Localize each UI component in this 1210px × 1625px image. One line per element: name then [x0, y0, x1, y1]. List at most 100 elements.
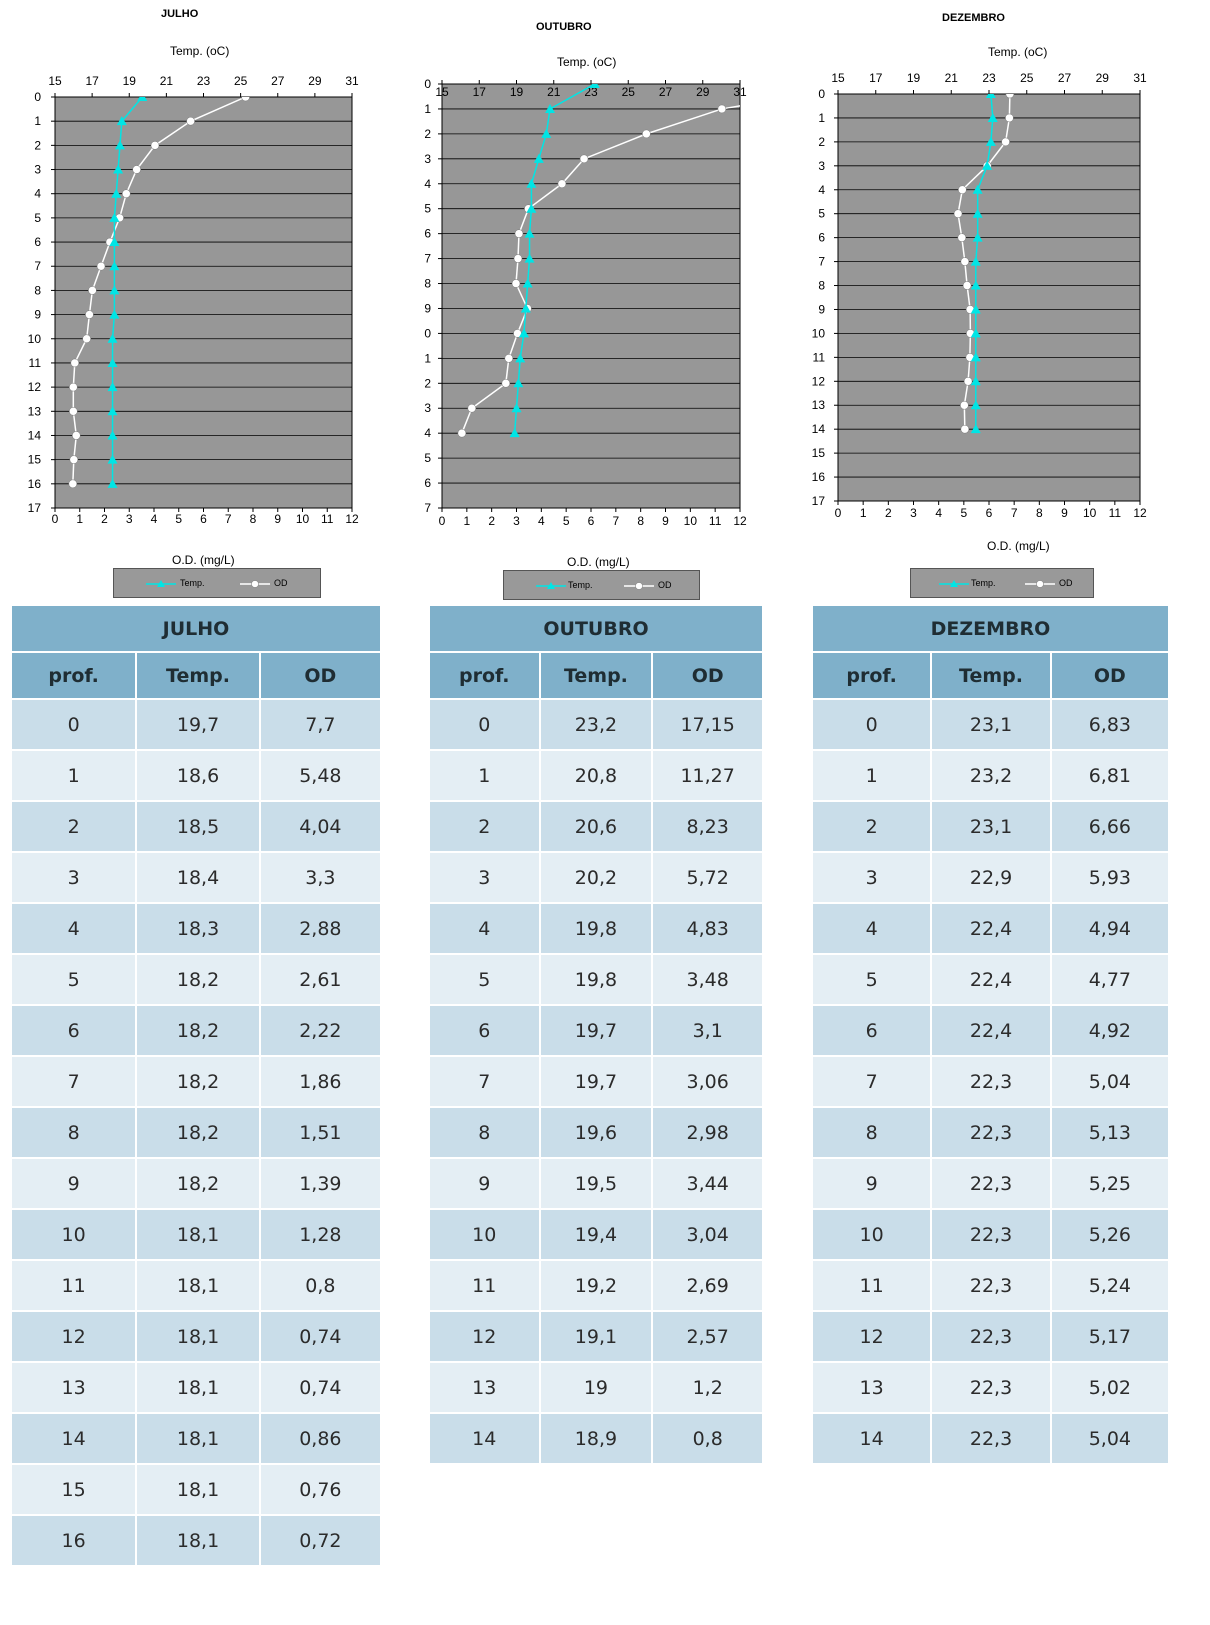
- table-row: 14 22,3 5,04: [813, 1414, 1168, 1463]
- legend-marks-dezembro: [939, 580, 1055, 588]
- table-cell: 19,7: [540, 1006, 652, 1055]
- temp-tick-label: 27: [659, 85, 673, 99]
- table-row: 14 18,9 0,8: [430, 1414, 762, 1463]
- chart-title-julho: JULHO: [161, 8, 199, 20]
- legend-temp-label: Temp.: [568, 580, 593, 590]
- od-point: [69, 455, 79, 464]
- table-cell: 18,2: [137, 1006, 259, 1055]
- table-cell: 6,66: [1051, 802, 1168, 851]
- temp-point: [511, 403, 522, 413]
- table-cell: 5: [430, 955, 539, 1004]
- depth-tick-label: 4: [424, 426, 431, 440]
- table-cell: 19,2: [540, 1261, 652, 1310]
- table-cell: 18,2: [137, 1108, 259, 1157]
- depth-tick-label: 2: [34, 138, 41, 152]
- od-axis-label-outubro: O.D. (mg/L): [567, 555, 630, 569]
- temp-point: [137, 97, 148, 101]
- od-point: [467, 403, 477, 413]
- depth-tick-label: 7: [424, 252, 431, 266]
- od-tick-label: 5: [175, 512, 182, 526]
- depth-tick-label: 6: [818, 231, 825, 245]
- table-cell: 0: [813, 700, 931, 749]
- temp-tick-label: 17: [85, 74, 99, 88]
- temp-point: [107, 382, 118, 392]
- table-cell: 4: [813, 904, 931, 953]
- od-point: [457, 428, 467, 438]
- table-cell: 9: [430, 1159, 539, 1208]
- data-table-julho: JULHO prof. Temp. OD 0 19,7 7,7 1 18,6 5,48 2 18,5 4…: [10, 604, 382, 1567]
- legend-julho: Temp. OD: [113, 568, 321, 598]
- od-tick-label: 1: [860, 506, 867, 520]
- temp-tick-label: 15: [435, 85, 449, 99]
- table-row: 15 18,1 0,76: [12, 1465, 380, 1514]
- table-row: 11 19,2 2,69: [430, 1261, 762, 1310]
- od-tick-label: 4: [935, 506, 942, 520]
- temp-tick-label: 25: [1020, 71, 1034, 85]
- temp-tick-label: 25: [234, 74, 248, 88]
- temp-point: [522, 278, 533, 288]
- depth-tick-label: 6: [34, 235, 41, 249]
- table-row: 3 18,4 3,3: [12, 853, 380, 902]
- depth-tick-label: 6: [424, 227, 431, 241]
- depth-tick-label: 2: [424, 127, 431, 141]
- od-point: [69, 407, 78, 416]
- temp-point: [526, 178, 537, 188]
- table-cell: 4,77: [1051, 955, 1168, 1004]
- series-group: [68, 97, 250, 489]
- table-title: JULHO: [12, 606, 380, 651]
- depth-tick-label: 5: [34, 211, 41, 225]
- table-cell: 18,9: [540, 1414, 652, 1463]
- legend-marks-julho: [146, 580, 270, 588]
- temp-tick-label: 27: [271, 74, 285, 88]
- data-table-outubro: OUTUBRO prof. Temp. OD 0 23,2 17,15 1 20,8 11,27 2…: [428, 604, 764, 1465]
- od-point: [504, 354, 514, 363]
- temp-point: [970, 424, 981, 434]
- temp-tick-label: 15: [48, 74, 62, 88]
- table-row: 8 18,2 1,51: [12, 1108, 380, 1157]
- od-tick-label: 4: [538, 514, 545, 528]
- table-row: 1 20,8 11,27: [430, 751, 762, 800]
- table-cell: 5: [813, 955, 931, 1004]
- legend-temp-marker: [157, 580, 165, 587]
- od-point: [958, 185, 967, 195]
- depth-tick-label: 5: [818, 207, 825, 221]
- depth-tick-label: 7: [818, 255, 825, 269]
- od-point: [1001, 137, 1010, 147]
- temp-axis-label-julho: Temp. (oC): [170, 44, 230, 58]
- depth-tick-label: 1: [424, 102, 431, 116]
- table-cell: 2: [12, 802, 136, 851]
- legend-temp-marker: [950, 580, 958, 587]
- table-header-cell: Temp.: [932, 653, 1050, 698]
- depth-tick-label: 10: [812, 326, 826, 340]
- table-cell: 18,1: [137, 1363, 259, 1412]
- table-cell: 20,2: [540, 853, 652, 902]
- table-cell: 18,2: [137, 1159, 259, 1208]
- table-cell: 18,5: [137, 802, 259, 851]
- depth-tick-label: 0: [424, 77, 431, 91]
- table-cell: 1,39: [260, 1159, 380, 1208]
- od-point: [241, 97, 250, 102]
- temp-tick-label: 31: [345, 74, 359, 88]
- legend-od-label: OD: [274, 578, 288, 588]
- table-cell: 0,8: [260, 1261, 380, 1310]
- table-cell: 18,1: [137, 1516, 259, 1565]
- depth-tick-label: 3: [34, 163, 41, 177]
- temp-tick-label: 23: [197, 74, 211, 88]
- temp-tick-label: 29: [696, 85, 710, 99]
- temp-point: [111, 188, 122, 198]
- temp-tick-label: 15: [831, 71, 845, 85]
- temp-point: [113, 164, 124, 174]
- depth-tick-label: 14: [28, 428, 42, 442]
- table-cell: 22,9: [932, 853, 1050, 902]
- od-point: [85, 310, 94, 319]
- temp-tick-label: 17: [869, 71, 883, 85]
- table-cell: 8: [813, 1108, 931, 1157]
- depth-tick-label: 17: [812, 494, 826, 508]
- depth-tick-label: 5: [424, 202, 431, 216]
- table-row: 0 19,7 7,7: [12, 700, 380, 749]
- depth-tick-label: 6: [424, 476, 431, 490]
- od-tick-label: 8: [1036, 506, 1043, 520]
- od-tick-label: 12: [733, 514, 747, 528]
- table-row: 7 22,3 5,04: [813, 1057, 1168, 1106]
